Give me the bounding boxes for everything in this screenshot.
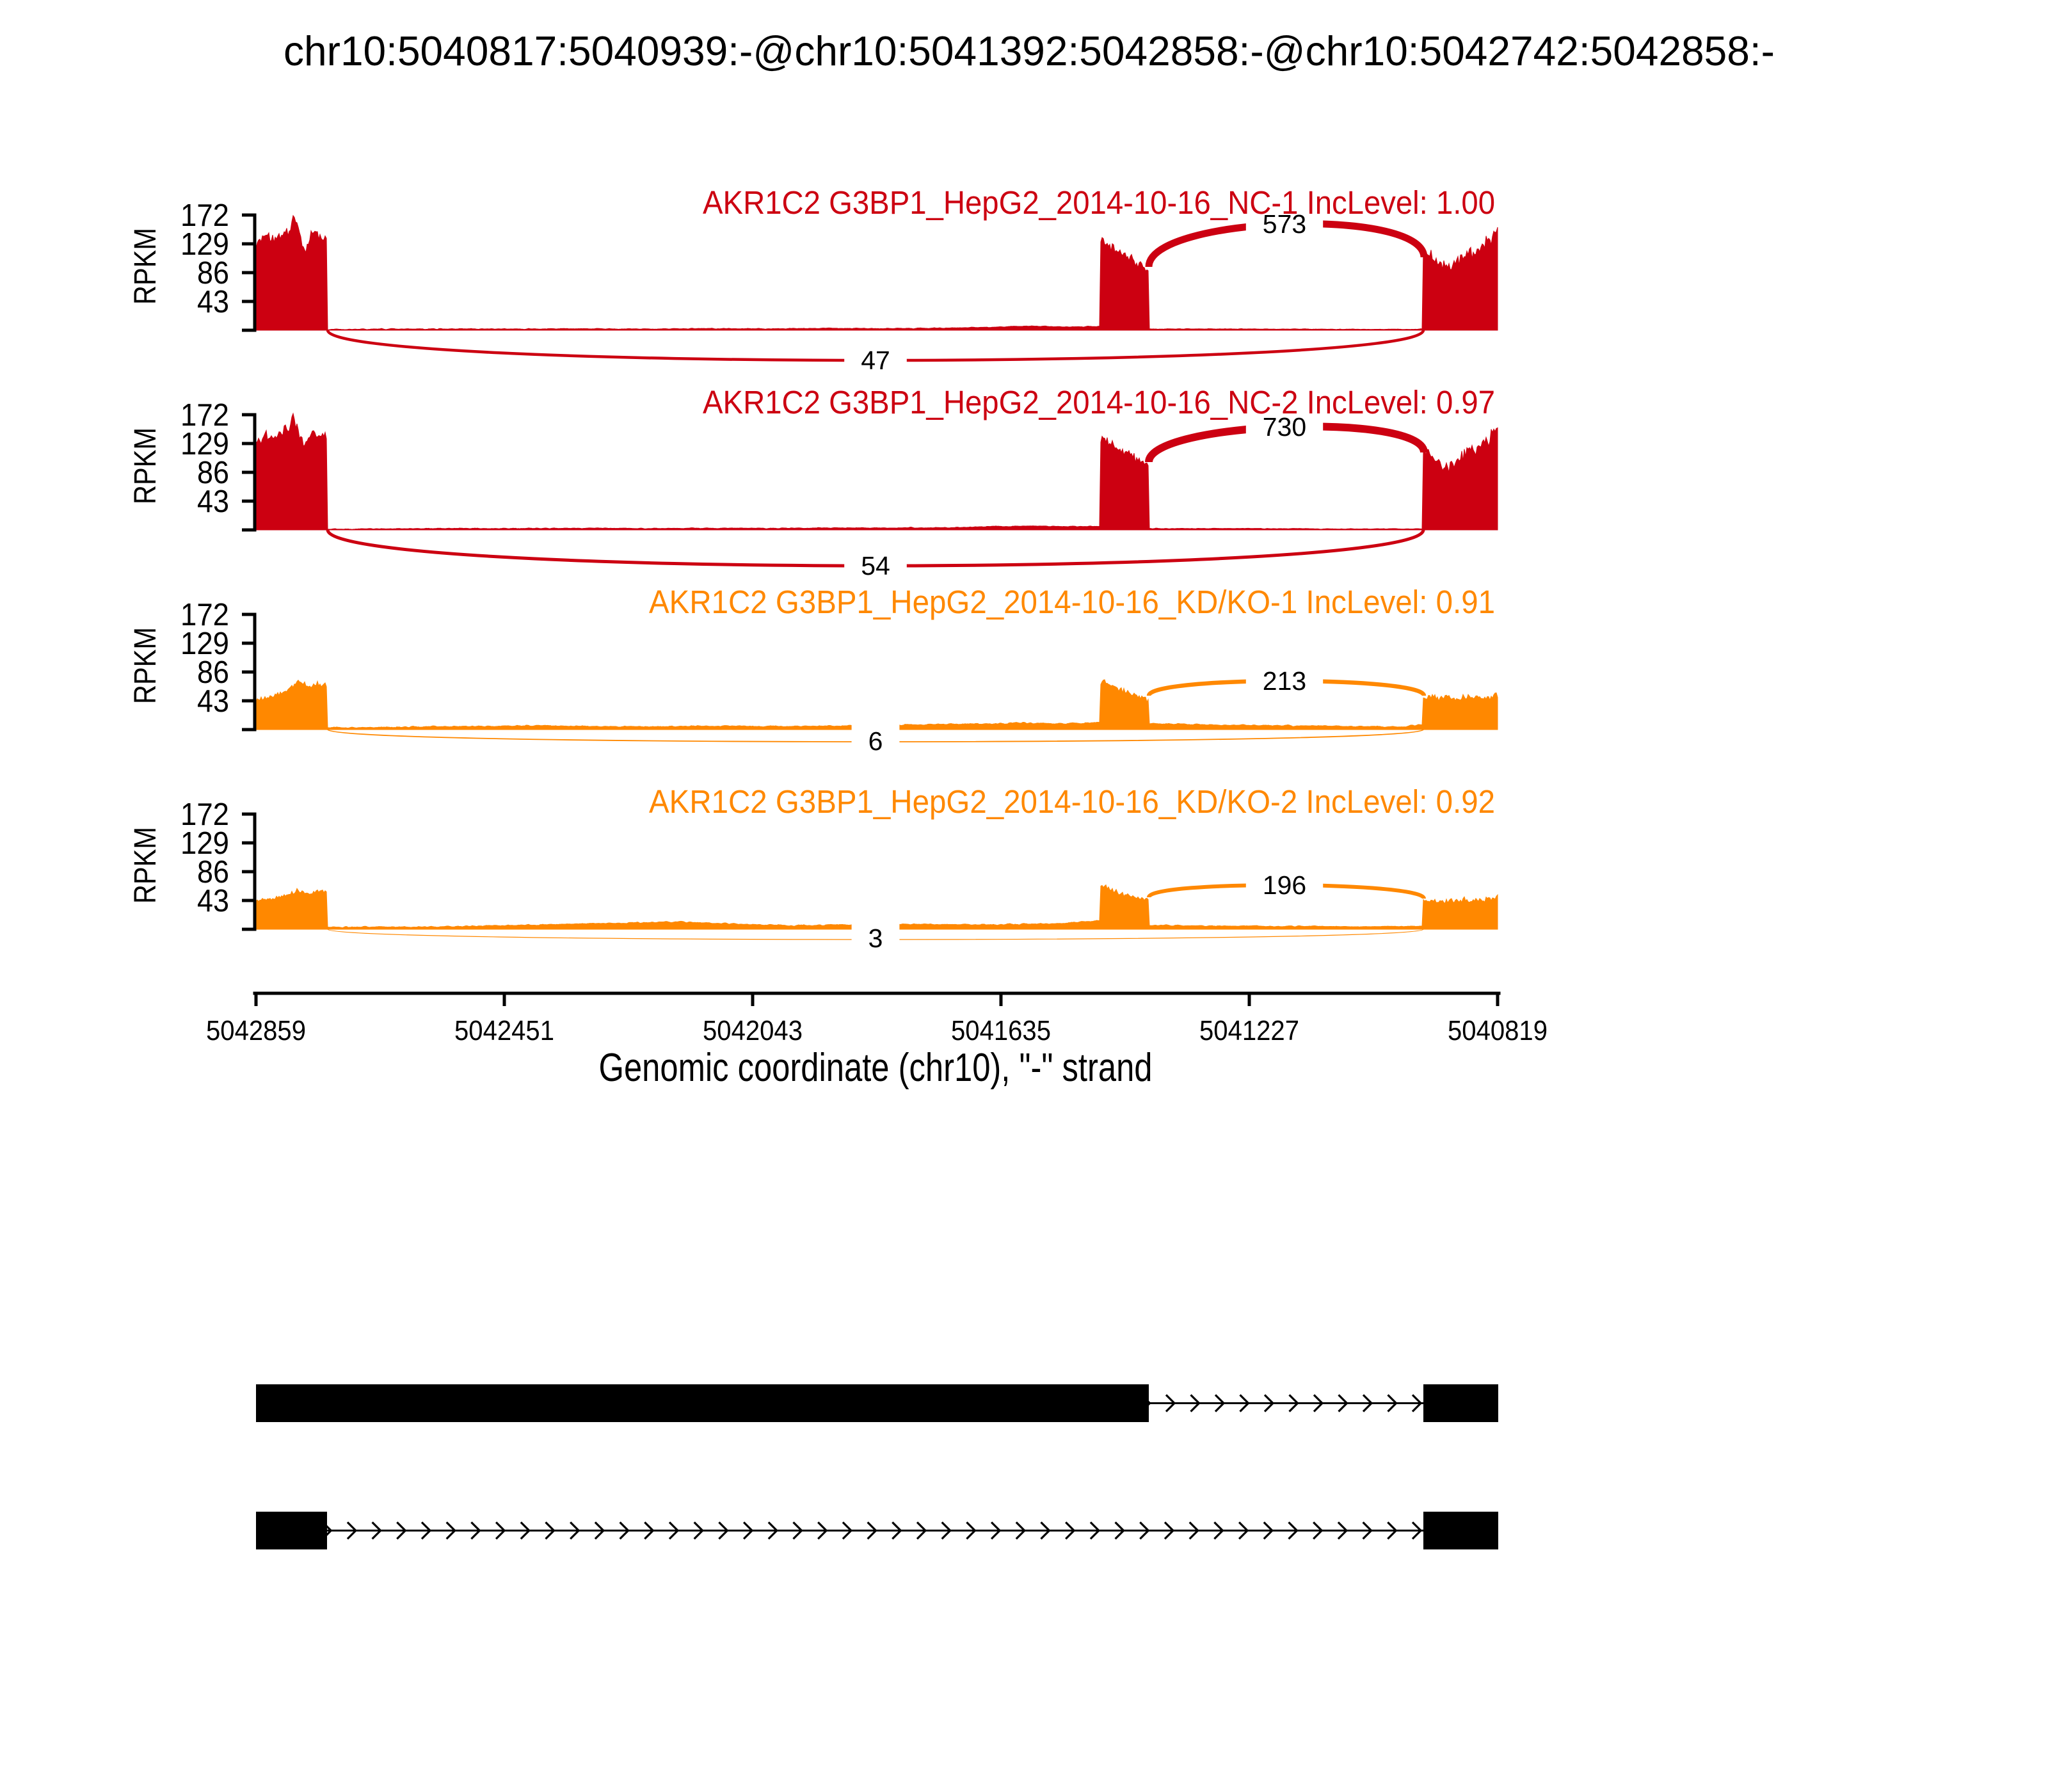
svg-text:86: 86	[197, 456, 229, 490]
svg-text:172: 172	[180, 198, 229, 233]
svg-text:172: 172	[180, 598, 229, 632]
svg-text:129: 129	[180, 627, 229, 661]
svg-text:86: 86	[197, 256, 229, 291]
svg-text:172: 172	[180, 398, 229, 433]
svg-text:43: 43	[197, 884, 229, 918]
svg-text:47: 47	[861, 346, 890, 375]
svg-text:AKR1C2 G3BP1_HepG2_2014-10-16_: AKR1C2 G3BP1_HepG2_2014-10-16_NC-2 IncLe…	[703, 384, 1495, 420]
svg-text:AKR1C2 G3BP1_HepG2_2014-10-16_: AKR1C2 G3BP1_HepG2_2014-10-16_KD/KO-2 In…	[649, 783, 1495, 820]
svg-text:213: 213	[1263, 666, 1306, 696]
svg-text:5041227: 5041227	[1199, 1015, 1299, 1046]
svg-text:AKR1C2 G3BP1_HepG2_2014-10-16_: AKR1C2 G3BP1_HepG2_2014-10-16_KD/KO-1 In…	[649, 584, 1495, 620]
svg-text:6: 6	[868, 726, 883, 756]
svg-text:43: 43	[197, 285, 229, 319]
svg-text:573: 573	[1263, 209, 1306, 239]
svg-text:54: 54	[861, 551, 890, 580]
svg-text:RPKM: RPKM	[129, 827, 163, 904]
svg-text:Genomic coordinate (chr10), "-: Genomic coordinate (chr10), "-" strand	[599, 1046, 1153, 1090]
svg-text:86: 86	[197, 655, 229, 690]
svg-text:5041635: 5041635	[951, 1015, 1051, 1046]
svg-text:196: 196	[1263, 870, 1306, 900]
svg-text:RPKM: RPKM	[129, 228, 163, 305]
svg-text:5042451: 5042451	[454, 1015, 554, 1046]
svg-text:AKR1C2 G3BP1_HepG2_2014-10-16_: AKR1C2 G3BP1_HepG2_2014-10-16_NC-1 IncLe…	[703, 184, 1495, 221]
svg-text:129: 129	[180, 227, 229, 262]
svg-text:RPKM: RPKM	[129, 428, 163, 504]
svg-text:RPKM: RPKM	[129, 627, 163, 704]
svg-text:5042043: 5042043	[703, 1015, 803, 1046]
svg-text:chr10:5040817:5040939:-@chr10:: chr10:5040817:5040939:-@chr10:5041392:50…	[284, 28, 1775, 74]
svg-text:43: 43	[197, 684, 229, 719]
svg-text:730: 730	[1263, 412, 1306, 442]
svg-text:129: 129	[180, 427, 229, 461]
svg-text:43: 43	[197, 484, 229, 519]
svg-text:129: 129	[180, 826, 229, 861]
svg-text:5040819: 5040819	[1448, 1015, 1548, 1046]
svg-text:172: 172	[180, 797, 229, 832]
svg-text:86: 86	[197, 855, 229, 890]
svg-text:3: 3	[868, 924, 883, 953]
svg-text:5042859: 5042859	[206, 1015, 306, 1046]
